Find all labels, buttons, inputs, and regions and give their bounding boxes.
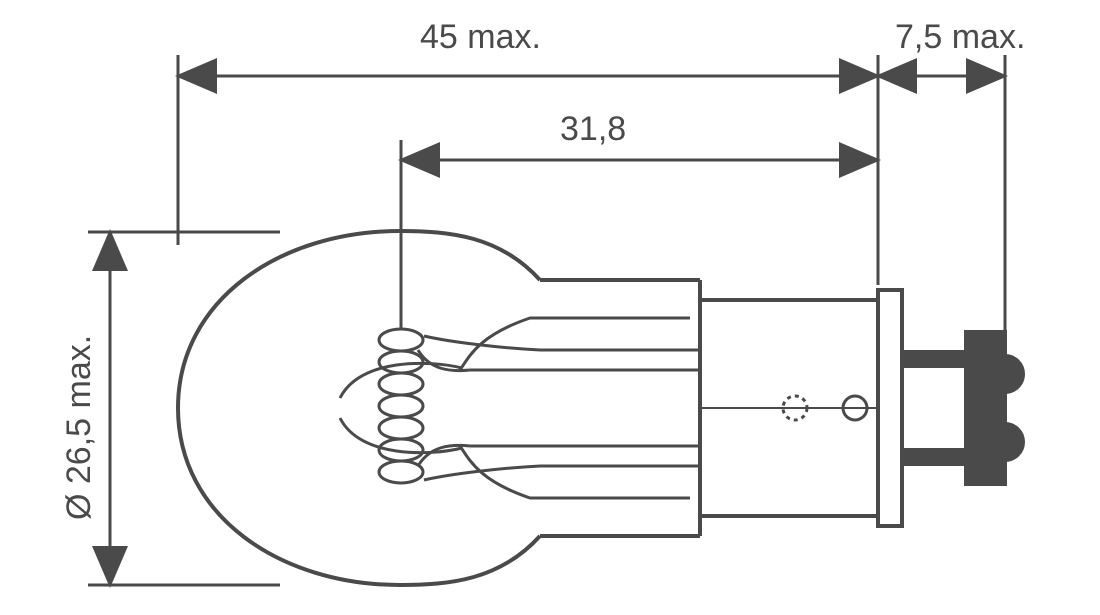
filament-coil [379,329,700,483]
bayonet-base [700,280,1023,536]
label-overall-length: 45 max. [420,18,541,57]
label-base-protrusion: 7,5 max. [895,18,1025,57]
label-diameter: Ø 26,5 max. [60,335,99,520]
label-light-center: 31,8 [560,110,626,149]
inner-envelope [340,318,690,498]
dim-base-protrusion [878,55,1005,340]
drawing-svg [0,0,1100,615]
dim-diameter [88,232,280,585]
technical-drawing: 45 max. 31,8 7,5 max. Ø 26,5 max. [0,0,1100,615]
dim-overall-length [178,55,878,285]
bulb-glass-outline [178,231,700,585]
